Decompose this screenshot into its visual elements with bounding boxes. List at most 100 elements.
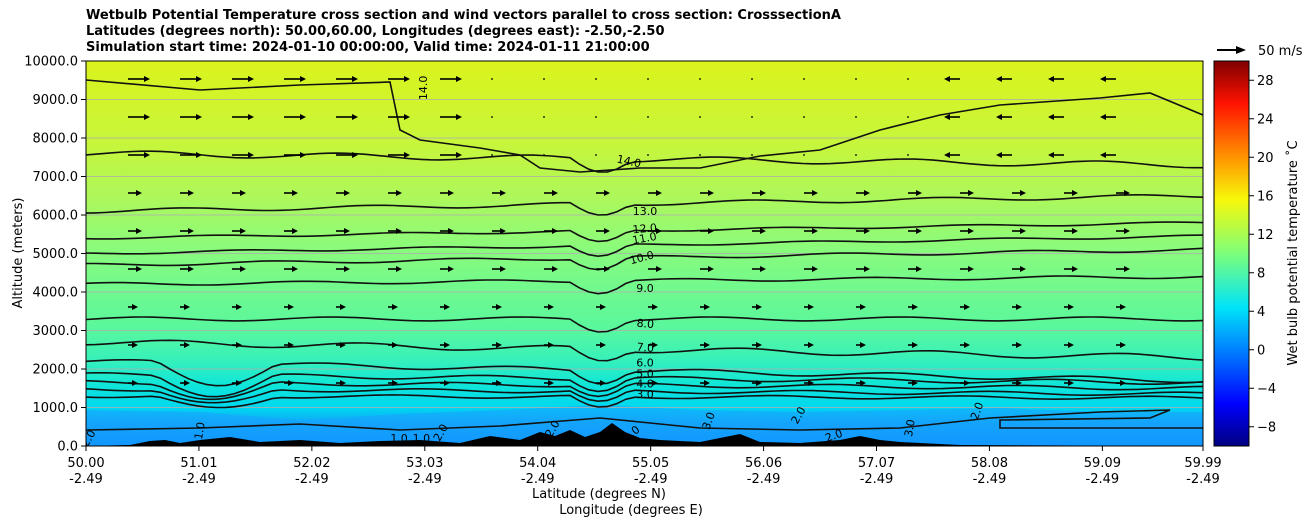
quiver-key: 50 m/s: [1217, 44, 1303, 59]
y-axis-ticks: 0.0 1000.0 2000.0 3000.0 4000.0 5000.0 6000.0 7…: [24, 55, 86, 455]
wind-vector-head: [944, 76, 950, 82]
wind-vector-head: [404, 76, 410, 82]
wind-vector-head: [396, 190, 402, 196]
wind-vector-head: [912, 304, 918, 310]
wind-vector-head: [996, 152, 1002, 158]
colorbar-tick-label: 8: [1257, 266, 1265, 281]
y-tick-label: 8000.0: [33, 132, 79, 147]
contour-label: 14.0: [417, 76, 430, 101]
wind-vector-head: [756, 380, 762, 386]
wind-vector-head: [600, 304, 606, 310]
wind-vector-head: [292, 228, 298, 234]
y-axis-label: Altitude (meters): [11, 198, 26, 309]
x-tick-label-lat: 54.04: [519, 456, 556, 471]
contour-line: [86, 372, 1203, 398]
wind-vector-head: [912, 342, 918, 348]
wind-vector-head: [1100, 76, 1106, 82]
y-tick-label: 4000.0: [33, 286, 79, 301]
wind-vector-head: [756, 342, 762, 348]
contour-label: 6.0: [636, 357, 654, 370]
wind-vector-head: [916, 190, 922, 196]
colorbar-ticks: −8 −4 0 4 8 12 16 20 24 28: [1249, 74, 1276, 435]
wind-vector-head: [292, 266, 298, 272]
contour-label: 4.0: [636, 377, 654, 390]
wind-vector-head: [656, 228, 662, 234]
wind-vector-head: [944, 152, 950, 158]
wind-vector-head: [552, 228, 558, 234]
wind-vector-head: [1120, 304, 1126, 310]
cold-layer-shading: [86, 405, 1203, 446]
x-tick-label-lat: 53.03: [406, 456, 443, 471]
wind-vector-head: [604, 228, 610, 234]
wind-vector-dot: [803, 78, 805, 80]
wind-vector-head: [448, 266, 454, 272]
x-tick-label-lon: -2.49: [747, 472, 781, 487]
wind-vector-head: [1020, 266, 1026, 272]
wind-vector-head: [760, 190, 766, 196]
x-tick-label-lat: 50.00: [67, 456, 104, 471]
wind-vector-dot: [595, 154, 597, 156]
wind-vector-head: [236, 342, 242, 348]
chart-title-line-2: Latitudes (degrees north): 50.00,60.00, …: [86, 24, 665, 39]
wind-vector-head: [1068, 342, 1074, 348]
colorbar: [1213, 60, 1250, 447]
y-tick-label: 1000.0: [33, 401, 79, 416]
wind-vector-head: [456, 152, 462, 158]
wind-vector-head: [392, 380, 398, 386]
wind-vector-head: [396, 266, 402, 272]
wind-vector-dot: [803, 154, 805, 156]
y-tick-label: 5000.0: [33, 247, 79, 262]
contour-label: 3.0: [700, 410, 718, 431]
wind-vector-head: [144, 114, 150, 120]
wind-vector-head: [760, 266, 766, 272]
wind-vector-head: [812, 266, 818, 272]
wind-vector-head: [1016, 380, 1022, 386]
wind-vector-head: [196, 152, 202, 158]
wind-vector-head: [604, 266, 610, 272]
wind-vector-head: [964, 342, 970, 348]
x-tick-label-lat: 59.09: [1084, 456, 1121, 471]
wind-vector-head: [964, 304, 970, 310]
wind-vector-head: [184, 380, 190, 386]
terrain-silhouette: [86, 423, 1203, 446]
wind-vector-head: [136, 228, 142, 234]
contour-lines: [86, 79, 1203, 431]
wind-vector-dot: [855, 78, 857, 80]
wind-vectors: [128, 76, 1130, 386]
wind-vector-head: [1120, 342, 1126, 348]
wind-vector-head: [1048, 114, 1054, 120]
x-tick-label-lat: 57.07: [858, 456, 895, 471]
contour-line: [86, 409, 1203, 431]
wind-vector-dot: [647, 154, 649, 156]
wind-vector-head: [444, 304, 450, 310]
contour-line: [86, 275, 1203, 295]
contour-label: 3.0: [636, 388, 654, 401]
wind-vector-dot: [803, 116, 805, 118]
wind-vector-head: [300, 152, 306, 158]
wind-vector-head: [144, 152, 150, 158]
wind-vector-dot: [855, 154, 857, 156]
wind-vector-head: [184, 342, 190, 348]
wind-vector-head: [144, 76, 150, 82]
wind-vector-head: [704, 380, 710, 386]
wind-vector-head: [548, 342, 554, 348]
x-axis-label-longitude: Longitude (degrees E): [559, 503, 703, 518]
wind-vector-head: [1124, 228, 1130, 234]
wind-vector-head: [188, 190, 194, 196]
contour-label: 1.0: [192, 421, 208, 440]
wind-vector-head: [188, 228, 194, 234]
wind-vector-head: [136, 266, 142, 272]
wind-vector-head: [240, 266, 246, 272]
wind-vector-head: [812, 190, 818, 196]
wind-vector-head: [996, 114, 1002, 120]
wind-vector-dot: [907, 116, 909, 118]
wind-vector-head: [708, 228, 714, 234]
wind-vector-head: [352, 152, 358, 158]
contour-label: 13.0: [633, 205, 658, 218]
contour-line: [86, 388, 1203, 404]
wind-vector-head: [132, 304, 138, 310]
wind-vector-head: [1124, 190, 1130, 196]
contour-line: [86, 234, 1203, 258]
wind-vector-head: [340, 304, 346, 310]
